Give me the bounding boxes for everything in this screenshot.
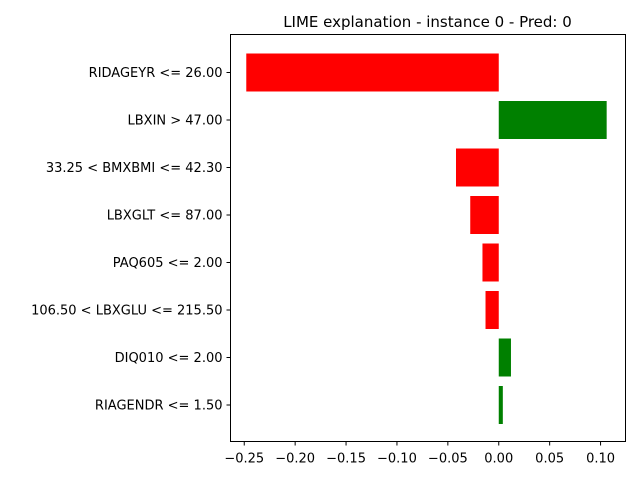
y-tick-label: LBXGLT <= 87.00 (107, 209, 223, 224)
bar-6 (498, 338, 511, 377)
bar-1 (498, 101, 607, 139)
y-tick-label: DIQ010 <= 2.00 (115, 351, 223, 366)
plot-frame (230, 34, 626, 442)
x-tick-label: 0.10 (586, 452, 615, 467)
y-tick-label: 33.25 < BMXBMI <= 42.30 (46, 161, 223, 176)
y-tick-label: LBXIN > 47.00 (128, 114, 223, 129)
bar-4 (482, 243, 499, 282)
bar-7 (498, 386, 503, 424)
x-tick-label: −0.05 (428, 452, 468, 467)
bar-3 (470, 196, 499, 234)
y-tick-label: PAQ605 <= 2.00 (113, 256, 223, 271)
x-tick-label: −0.20 (275, 452, 315, 467)
x-axis-ticks: −0.25 −0.20 −0.15 −0.10 −0.05 0.00 0.05 0.10 (224, 441, 615, 467)
bar-0 (246, 53, 499, 92)
bar-2 (455, 148, 499, 187)
y-tick-label: RIAGENDR <= 1.50 (95, 399, 223, 414)
chart-title: LIME explanation - instance 0 - Pred: 0 (283, 13, 572, 31)
bar-5 (485, 291, 499, 329)
x-tick-label: −0.25 (224, 452, 264, 467)
y-tick-label: 106.50 < LBXGLU <= 215.50 (31, 304, 222, 319)
x-tick-label: 0.05 (535, 452, 564, 467)
y-axis-ticks: RIDAGEYR <= 26.00 LBXIN > 47.00 33.25 < BM… (31, 66, 231, 414)
x-tick-label: −0.10 (377, 452, 417, 467)
bars-group (246, 53, 607, 424)
x-tick-label: −0.15 (326, 452, 366, 467)
x-tick-label: 0.00 (484, 452, 513, 467)
y-tick-label: RIDAGEYR <= 26.00 (89, 66, 223, 81)
